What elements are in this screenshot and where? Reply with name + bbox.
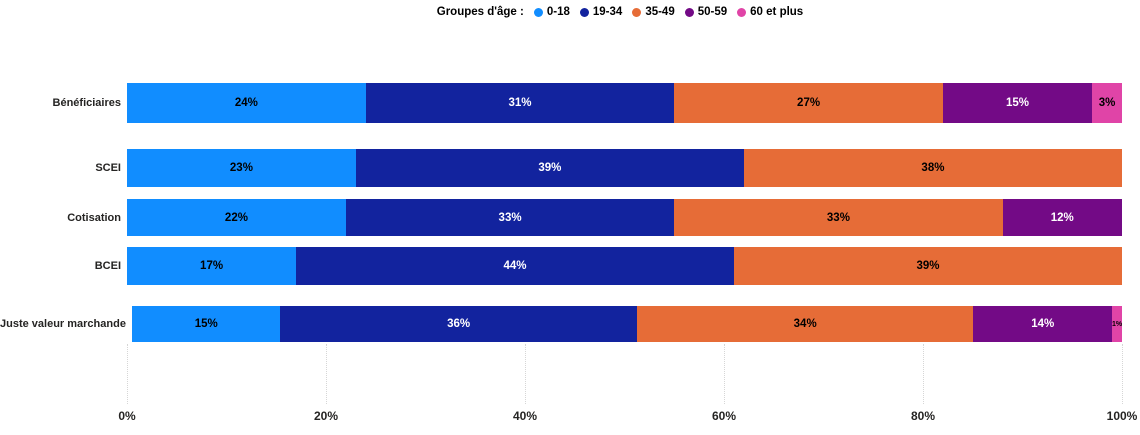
legend-inner: Groupes d'âge : 0-18 19-34 35-49 50-59 60 et… bbox=[437, 6, 803, 18]
segment-value-label: 12% bbox=[1050, 211, 1074, 224]
bar-segment-60 et plus[interactable]: 3% bbox=[1092, 83, 1122, 123]
bar-segment-0-18[interactable]: 24% bbox=[127, 83, 366, 123]
x-axis: 0% 20% 40% 60% 80% 100% bbox=[118, 409, 1137, 425]
bar-row: Cotisation 22% 33% 33% 12% bbox=[0, 199, 1122, 236]
category-label: Cotisation bbox=[0, 199, 127, 236]
bar-segment-19-34[interactable]: 33% bbox=[345, 199, 675, 236]
segment-value-label: 15% bbox=[194, 318, 218, 330]
x-axis-tick-label: 60% bbox=[711, 409, 737, 423]
segment-value-label: 22% bbox=[224, 211, 248, 224]
category-label-text: Cotisation bbox=[67, 211, 121, 224]
legend-dot-icon bbox=[579, 7, 589, 17]
category-label-text: Bénéficiaires bbox=[52, 97, 121, 109]
bar-segment-19-34[interactable]: 31% bbox=[365, 83, 675, 123]
bar-segment-35-49[interactable]: 33% bbox=[674, 199, 1003, 236]
category-label-text: Juste valeur marchande bbox=[0, 318, 126, 330]
legend-item-label: 19-34 bbox=[592, 6, 623, 18]
segment-value-label: 14% bbox=[1031, 318, 1055, 330]
segment-value-label: 17% bbox=[200, 260, 224, 272]
legend-item-50-59[interactable]: 50-59 bbox=[684, 6, 728, 18]
bar-segment-50-59[interactable]: 15% bbox=[942, 83, 1093, 123]
bar-segment-35-49[interactable]: 38% bbox=[743, 149, 1122, 187]
legend-item-19-34[interactable]: 19-34 bbox=[579, 6, 623, 18]
gridline bbox=[127, 344, 128, 404]
gridline bbox=[1122, 344, 1123, 404]
bar-segment-50-59[interactable]: 12% bbox=[1002, 199, 1122, 236]
category-label: Juste valeur marchande bbox=[0, 306, 132, 342]
bar-track: 15% 36% 34% 14% 1% bbox=[131, 306, 1122, 342]
category-label: Bénéficiaires bbox=[0, 83, 127, 123]
legend-dot-icon bbox=[533, 7, 543, 17]
segment-value-label: 27% bbox=[797, 97, 821, 109]
segment-value-label: 24% bbox=[234, 97, 258, 109]
segment-value-label: 23% bbox=[229, 162, 253, 174]
bar-row: BCEI 17% 44% 39% bbox=[0, 247, 1122, 285]
bar-row: SCEI 23% 39% 38% bbox=[0, 149, 1122, 187]
category-label: SCEI bbox=[0, 149, 127, 187]
bar-row: Juste valeur marchande 15% 36% 34% 14% 1% bbox=[0, 306, 1122, 342]
segment-value-label: 39% bbox=[916, 260, 940, 272]
legend-item-35-49[interactable]: 35-49 bbox=[632, 6, 675, 18]
segment-value-label: 33% bbox=[826, 211, 850, 224]
x-axis-tick-label: 0% bbox=[118, 409, 136, 423]
gridline bbox=[326, 344, 327, 404]
category-label-text: BCEI bbox=[94, 260, 121, 272]
gridline bbox=[923, 344, 924, 404]
legend-dot-icon bbox=[737, 7, 747, 17]
bar-segment-35-49[interactable]: 39% bbox=[733, 247, 1122, 285]
x-axis-tick-label: 20% bbox=[313, 409, 339, 423]
bar-segment-60 et plus[interactable]: 1% bbox=[1112, 306, 1122, 342]
legend-item-label: 0-18 bbox=[546, 6, 570, 18]
segment-value-label: 3% bbox=[1098, 97, 1116, 109]
legend-item-label: 60 et plus bbox=[750, 6, 804, 18]
bar-track: 22% 33% 33% 12% bbox=[127, 199, 1122, 236]
segment-value-label: 44% bbox=[503, 260, 527, 272]
legend: Groupes d'âge : 0-18 19-34 35-49 50-59 60 et… bbox=[0, 6, 1140, 18]
legend-dot-icon bbox=[684, 7, 694, 17]
legend-title: Groupes d'âge : bbox=[436, 6, 524, 18]
bar-track: 24% 31% 27% 15% 3% bbox=[127, 83, 1122, 123]
legend-item-label: 35-49 bbox=[645, 6, 675, 18]
bar-segment-19-34[interactable]: 39% bbox=[355, 149, 744, 187]
bar-segment-19-34[interactable]: 44% bbox=[296, 247, 734, 285]
bar-segment-0-18[interactable]: 15% bbox=[131, 306, 281, 342]
gridline bbox=[724, 344, 725, 404]
segment-value-label: 31% bbox=[508, 97, 532, 109]
gridline-area bbox=[127, 344, 1123, 404]
bar-segment-0-18[interactable]: 23% bbox=[127, 149, 356, 187]
legend-dot-icon bbox=[632, 7, 642, 17]
bar-track: 23% 39% 38% bbox=[127, 149, 1122, 187]
gridline bbox=[525, 344, 526, 404]
segment-value-label: 34% bbox=[793, 318, 817, 330]
legend-items: 0-18 19-34 35-49 50-59 60 et plus bbox=[533, 6, 803, 18]
segment-value-label: 15% bbox=[1006, 97, 1030, 109]
bar-segment-35-49[interactable]: 34% bbox=[636, 306, 974, 342]
legend-item-60 et plus[interactable]: 60 et plus bbox=[737, 6, 803, 18]
category-label-text: SCEI bbox=[95, 162, 121, 174]
bar-segment-50-59[interactable]: 14% bbox=[973, 306, 1113, 342]
segment-value-label: 39% bbox=[538, 162, 562, 174]
bar-segment-19-34[interactable]: 36% bbox=[280, 306, 637, 342]
segment-value-label: 33% bbox=[498, 211, 522, 224]
x-axis-tick-label: 100% bbox=[1106, 409, 1138, 423]
x-axis-tick-label: 80% bbox=[910, 409, 936, 423]
x-axis-tick-label: 40% bbox=[512, 409, 538, 423]
segment-value-label: 38% bbox=[921, 162, 945, 174]
bar-row: Bénéficiaires 24% 31% 27% 15% 3% bbox=[0, 83, 1122, 123]
bar-track: 17% 44% 39% bbox=[127, 247, 1122, 285]
bar-segment-0-18[interactable]: 17% bbox=[127, 247, 297, 285]
legend-item-label: 50-59 bbox=[697, 6, 728, 18]
segment-value-label: 1% bbox=[1112, 320, 1122, 328]
bar-segment-0-18[interactable]: 22% bbox=[127, 199, 346, 236]
segment-value-label: 36% bbox=[447, 318, 471, 330]
category-label: BCEI bbox=[0, 247, 127, 285]
legend-item-0-18[interactable]: 0-18 bbox=[533, 6, 570, 18]
bar-segment-35-49[interactable]: 27% bbox=[674, 83, 943, 123]
